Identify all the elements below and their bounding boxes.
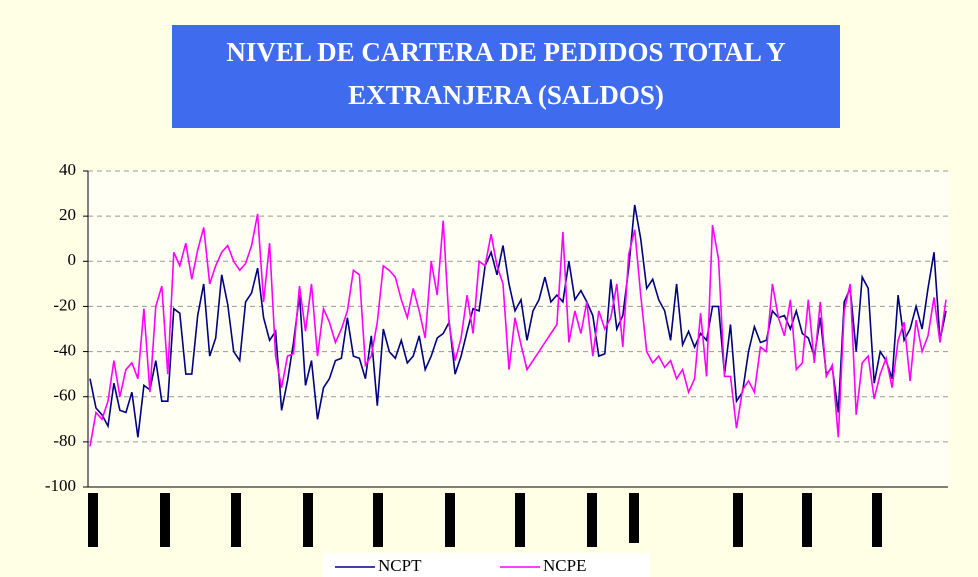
title-box — [172, 25, 840, 128]
chart-title: EXTRANJERA (SALDOS) — [348, 80, 664, 110]
y-tick-label: 20 — [59, 205, 76, 224]
y-tick-label: -80 — [53, 431, 76, 450]
y-tick-label: -60 — [53, 386, 76, 405]
y-tick-label: 0 — [68, 250, 77, 269]
legend-label: NCPT — [378, 556, 422, 575]
y-tick-label: -20 — [53, 295, 76, 314]
legend-label: NCPE — [543, 556, 586, 575]
chart-title: NIVEL DE CARTERA DE PEDIDOS TOTAL Y — [226, 37, 785, 67]
series-line — [89, 213, 947, 447]
y-tick-label: -100 — [45, 476, 76, 495]
x-labels-obscured — [88, 493, 882, 547]
legend-box — [323, 553, 650, 577]
series-line — [89, 204, 947, 438]
y-tick-label: -40 — [53, 340, 76, 359]
y-tick-label: 40 — [59, 160, 76, 179]
